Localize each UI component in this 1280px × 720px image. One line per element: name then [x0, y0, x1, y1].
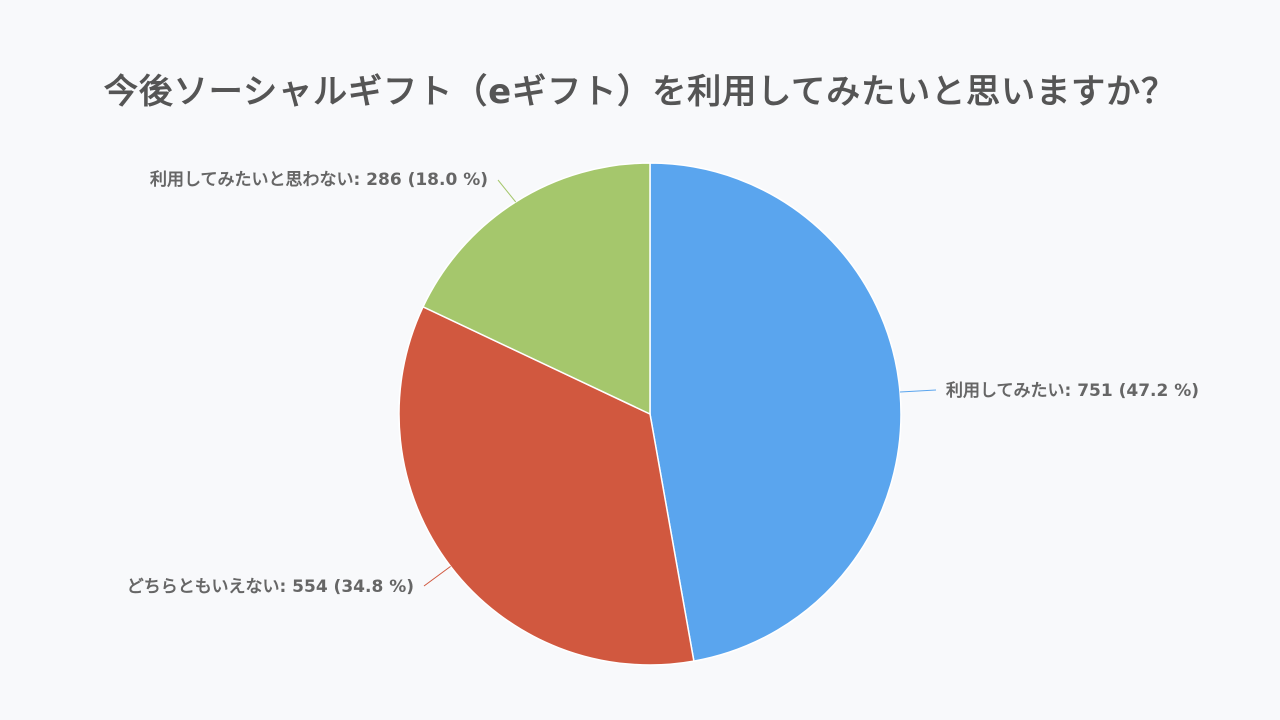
- leader-line-2: [423, 565, 451, 587]
- slice-label-1: 利用してみたい: 751 (47.2 %): [946, 380, 1199, 401]
- leader-line-3: [497, 179, 517, 203]
- slice-label-2: どちらともいえない: 554 (34.8 %): [127, 577, 414, 597]
- leader-lines: [423, 179, 937, 587]
- slice-labels: 利用してみたい: 751 (47.2 %) どちらともいえない: 554 (34.…: [127, 169, 1199, 597]
- leader-line-1: [899, 389, 937, 393]
- chart-title: 今後ソーシャルギフト（eギフト）を利用してみたいと思いますか？: [103, 72, 1177, 112]
- pie-slice-1[interactable]: [649, 162, 902, 663]
- pie-slices: [398, 162, 902, 666]
- slice-label-3: 利用してみたいと思わない: 286 (18.0 %): [150, 169, 488, 190]
